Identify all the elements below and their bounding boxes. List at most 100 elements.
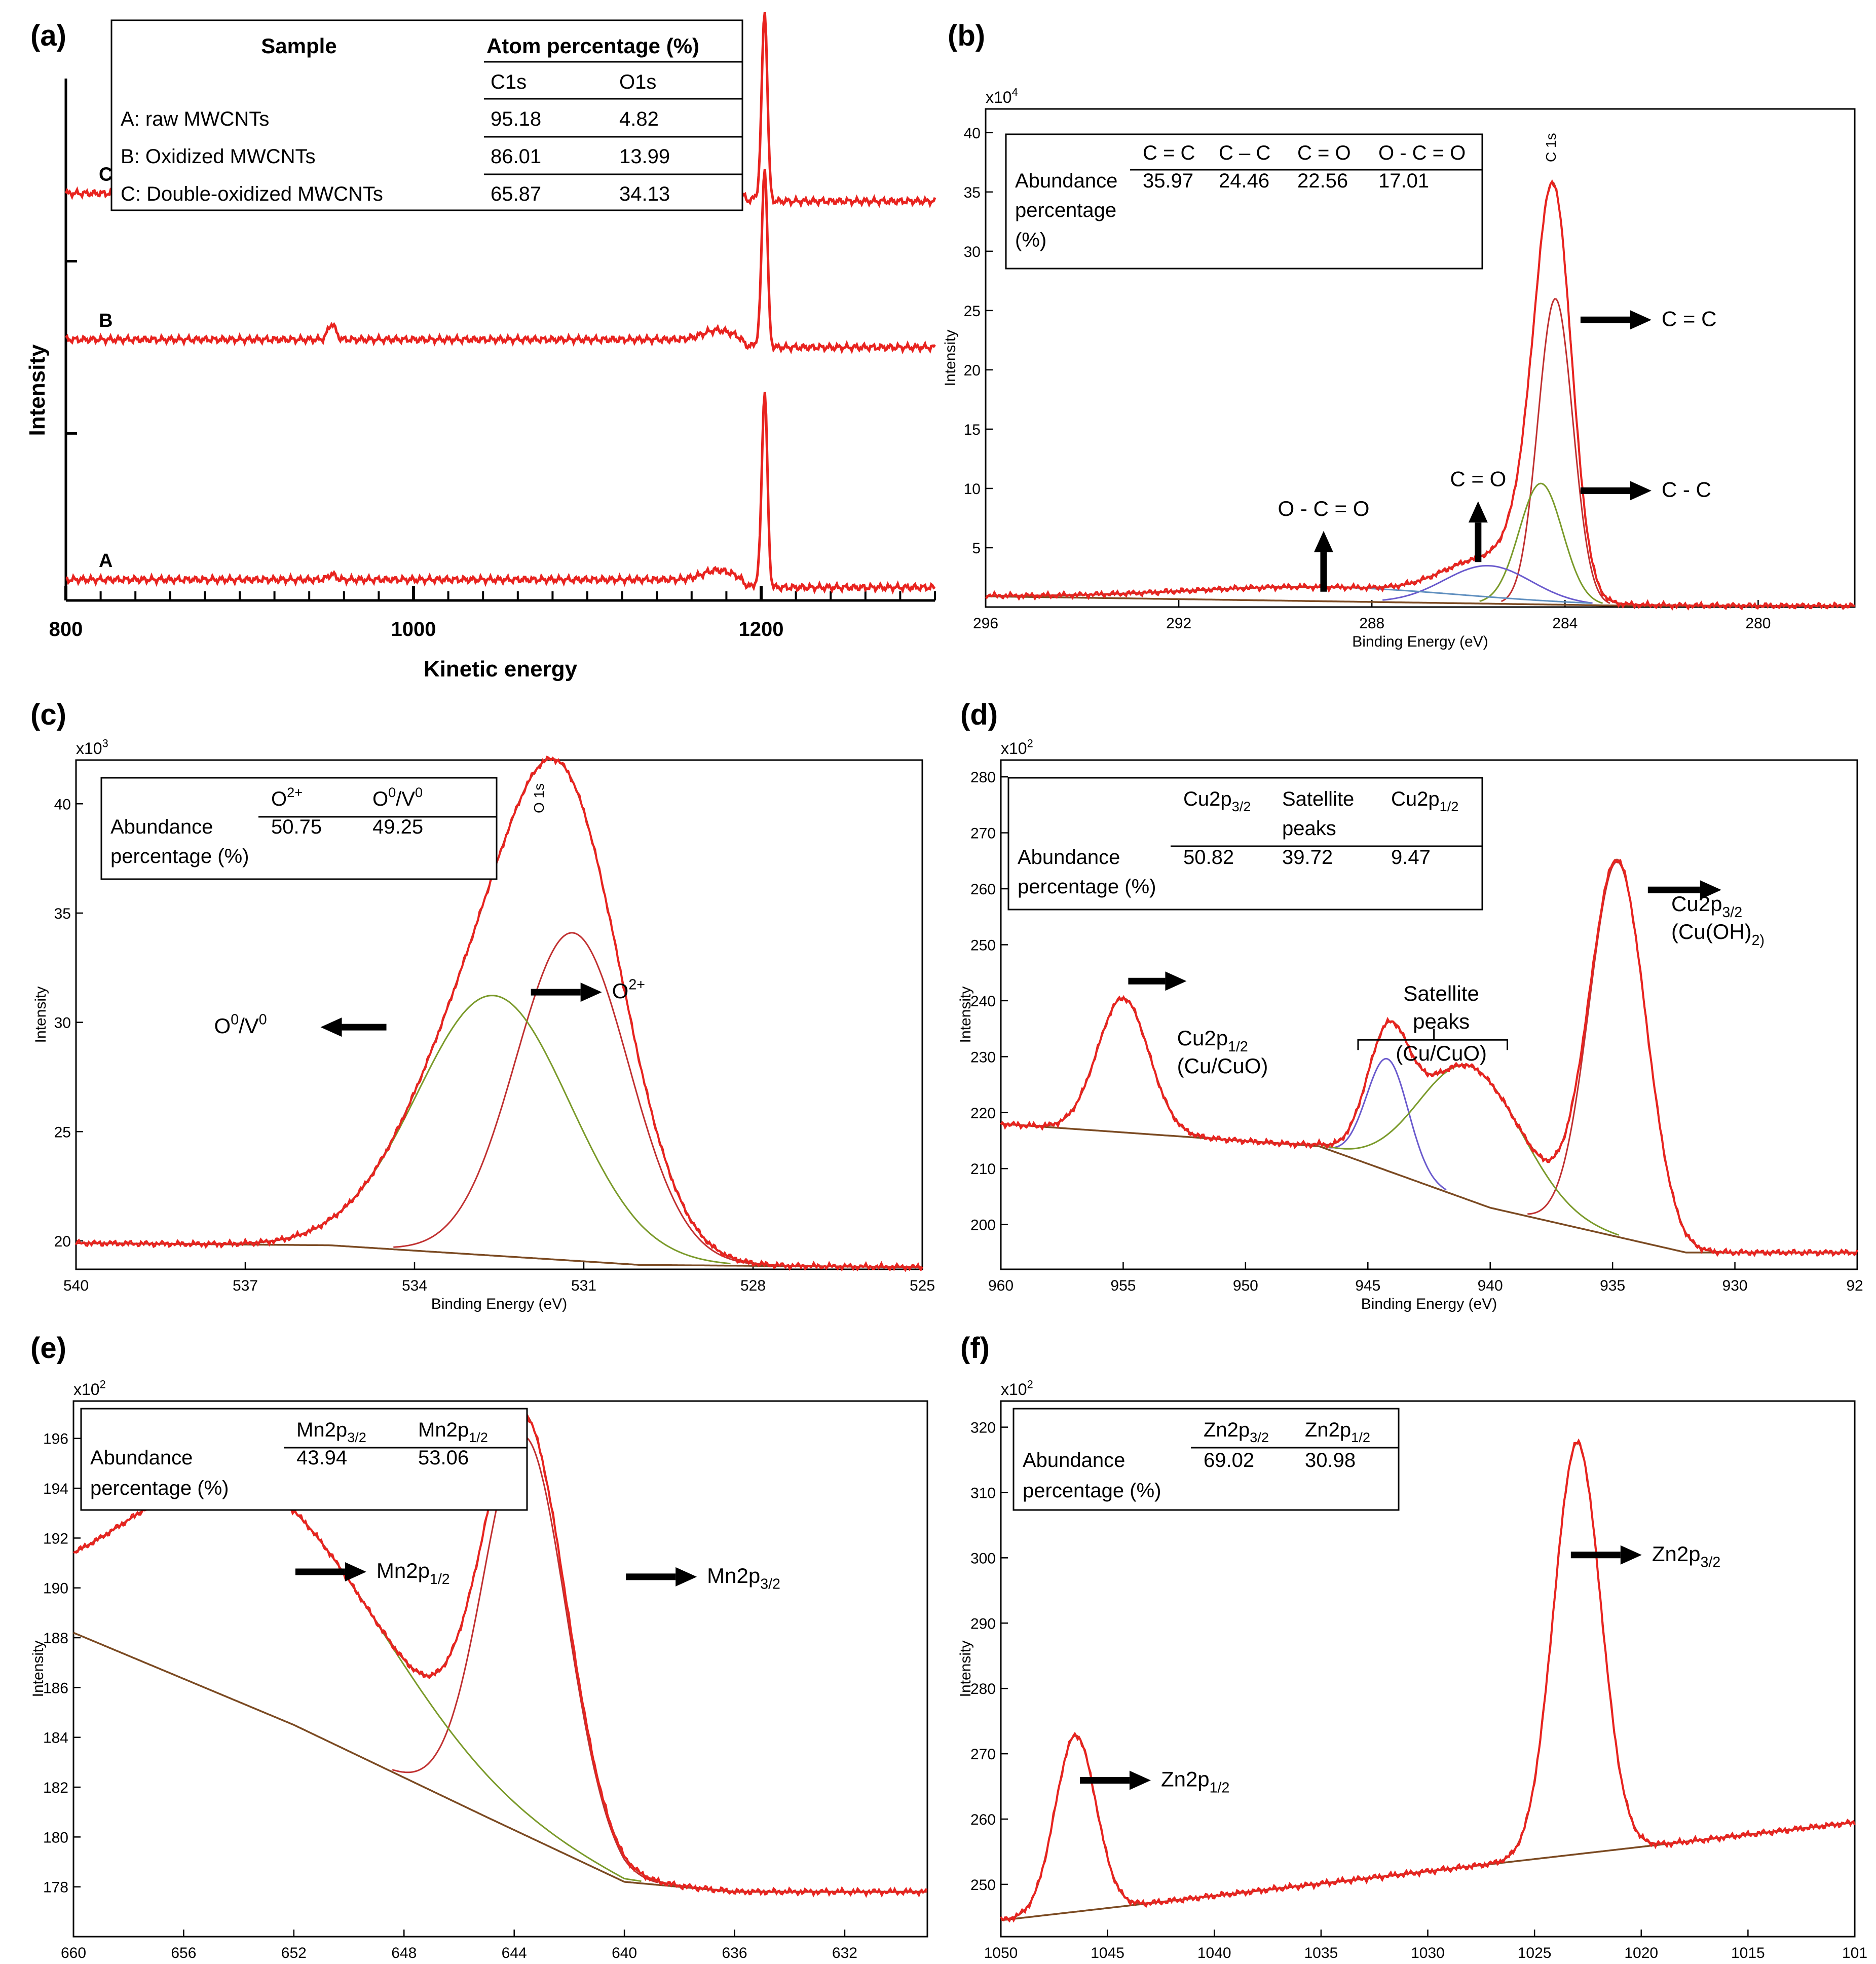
- arrow-head: [1468, 501, 1488, 523]
- panel-b: (b) 5 10 15 20 25 30 35 40 296 292 288 284 280 Binding…: [942, 19, 1856, 650]
- component-c-1: [256, 995, 731, 1265]
- plot-frame-d: [1000, 759, 1858, 1270]
- table-value: 49.25: [372, 816, 423, 838]
- y-tick-label-d: 270: [970, 825, 996, 842]
- table-header: peaks: [1282, 817, 1336, 840]
- panel-label-c: (c): [30, 698, 66, 731]
- raw-spectrum-b: [985, 179, 1855, 611]
- table-row-label: (%): [1015, 229, 1046, 251]
- annotation-d-0: Cu2p3/2​(Cu(OH)2)​: [1671, 892, 1765, 949]
- annotation-c-1: O0​/V0​: [214, 1012, 387, 1038]
- x-tick-label-b: 292: [1166, 615, 1191, 632]
- x-axis-label-d: Binding Energy (eV): [1361, 1296, 1497, 1312]
- x-axis-label-c: Binding Energy (eV): [431, 1296, 567, 1312]
- x-tick-label-f: 1025: [1518, 1945, 1552, 1961]
- table-value: 53.06: [418, 1447, 469, 1469]
- annotation-d-2: Satellite peaks (Cu/CuO): [1396, 981, 1487, 1065]
- x-tick-label-c: 531: [571, 1277, 596, 1294]
- annotation-text: Cu2p3/2​: [1671, 892, 1742, 921]
- series-label-B: B: [99, 310, 112, 331]
- arrow-head: [1630, 481, 1652, 501]
- annotation-arrow: [626, 1567, 697, 1587]
- x-tick-label-f: 1020: [1624, 1945, 1658, 1961]
- background-line-d: [1000, 1123, 1857, 1254]
- table-header: C – C: [1219, 142, 1270, 164]
- annotation-f-1: Zn2p1/2​: [1079, 1767, 1229, 1796]
- y-tick-label-e: 194: [43, 1481, 68, 1497]
- y-axis-label-a: Intensity: [25, 344, 50, 436]
- background-line-b: [986, 595, 1855, 607]
- y-axis-label-e: Intensity: [30, 1641, 47, 1697]
- x-tick-label-c: 528: [740, 1277, 766, 1294]
- table-header: Mn2p1/2​: [418, 1419, 488, 1445]
- y-tick-label-b: 25: [964, 303, 981, 320]
- y-tick-label-e: 182: [43, 1780, 68, 1796]
- y-tick-label-f: 300: [970, 1550, 996, 1567]
- table-header-sample: Sample: [261, 34, 336, 58]
- table-row-label: Abundance: [1018, 846, 1120, 868]
- annotation-e-0: Mn2p1/2​: [295, 1559, 450, 1588]
- y-tick-label-f: 260: [970, 1811, 996, 1828]
- annotation-text: Zn2p1/2​: [1161, 1767, 1229, 1796]
- y-tick-label-d: 260: [970, 881, 996, 898]
- y-tick-label-f: 290: [970, 1615, 996, 1632]
- component-d-1: [1049, 997, 1197, 1136]
- table-cell-c1s: 86.01: [491, 145, 541, 168]
- abundance-table-b: C = C C – C C = O O - C = O Abundance percent…: [1005, 133, 1483, 270]
- y-tick-label-e: 192: [43, 1530, 68, 1547]
- y-tick-label-e: 188: [43, 1630, 68, 1647]
- x-axis-label-b: Binding Energy (eV): [1352, 633, 1488, 650]
- annotation-e-1: Mn2p3/2​: [626, 1564, 780, 1593]
- annotation-f-0: Zn2p3/2​: [1570, 1542, 1720, 1571]
- panel-c: (c) 20 25 30 35 40 540 537 534 531 528 525 Binding E…: [30, 698, 935, 1312]
- table-cell-o1s: 34.13: [619, 183, 670, 205]
- x-tick-label-c: 540: [63, 1277, 89, 1294]
- background-line-e: [73, 1632, 927, 1893]
- table-row-label: Abundance: [1015, 170, 1117, 192]
- y-tick-label-d: 220: [970, 1105, 996, 1122]
- y-tick-label-b: 15: [964, 422, 981, 438]
- component-f-1: [1016, 1734, 1135, 1917]
- table-row-label: Abundance: [1023, 1449, 1125, 1471]
- table-frame: [1005, 133, 1483, 270]
- x-tick-label-d: 930: [1722, 1277, 1748, 1294]
- panel-label-a: (a): [30, 19, 66, 52]
- annotation-arrow: [1580, 481, 1652, 501]
- y-tick-label-b: 30: [964, 244, 981, 260]
- y-tick-label-b: 40: [964, 125, 981, 142]
- table-header: O2+​: [271, 784, 303, 810]
- table-subheader-o1s: O1s: [619, 71, 656, 93]
- annotation-text: C = C: [1662, 307, 1717, 330]
- table-value: 50.75: [271, 816, 322, 838]
- annotation-text: O - C = O: [1278, 497, 1370, 520]
- y-axis-label-c: Intensity: [32, 987, 49, 1043]
- y-axis-label-f: Intensity: [957, 1641, 974, 1697]
- x-tick-label-b: 284: [1552, 615, 1578, 632]
- x-tick-label-e: 640: [612, 1945, 637, 1961]
- arrow-head: [345, 1562, 366, 1582]
- arrow-head: [1165, 971, 1187, 991]
- table-row-label: percentage (%): [110, 845, 249, 867]
- x-axis-label-e: Binding Energy (eV): [432, 1963, 568, 1964]
- table-value: 24.46: [1219, 170, 1269, 192]
- annotation-text: Zn2p3/2​: [1652, 1542, 1720, 1571]
- annotation-text: Cu2p1/2​: [1177, 1026, 1248, 1055]
- x-tick-label-d: 940: [1478, 1277, 1503, 1294]
- table-row-label: percentage (%): [1023, 1480, 1161, 1502]
- y-tick-label-f: 320: [970, 1420, 996, 1437]
- annotation-arrow: [1079, 1770, 1151, 1790]
- y-tick-label-d: 240: [970, 993, 996, 1010]
- arrow-head: [1620, 1545, 1642, 1565]
- table-header: C = C: [1143, 142, 1195, 164]
- y-tick-label-c: 30: [54, 1015, 71, 1032]
- x-tick-label-c: 525: [910, 1277, 935, 1294]
- series-A: [65, 392, 936, 595]
- annotation-text: O2+​: [612, 977, 645, 1003]
- x-tick-label-f: 1030: [1411, 1945, 1445, 1961]
- annotation-arrow: [1468, 501, 1488, 562]
- axis-multiplier-d: x102​: [1001, 737, 1033, 758]
- component-b-0: [1500, 298, 1610, 604]
- y-tick-label-e: 184: [43, 1730, 68, 1747]
- x-tick-label-d: 955: [1110, 1277, 1136, 1294]
